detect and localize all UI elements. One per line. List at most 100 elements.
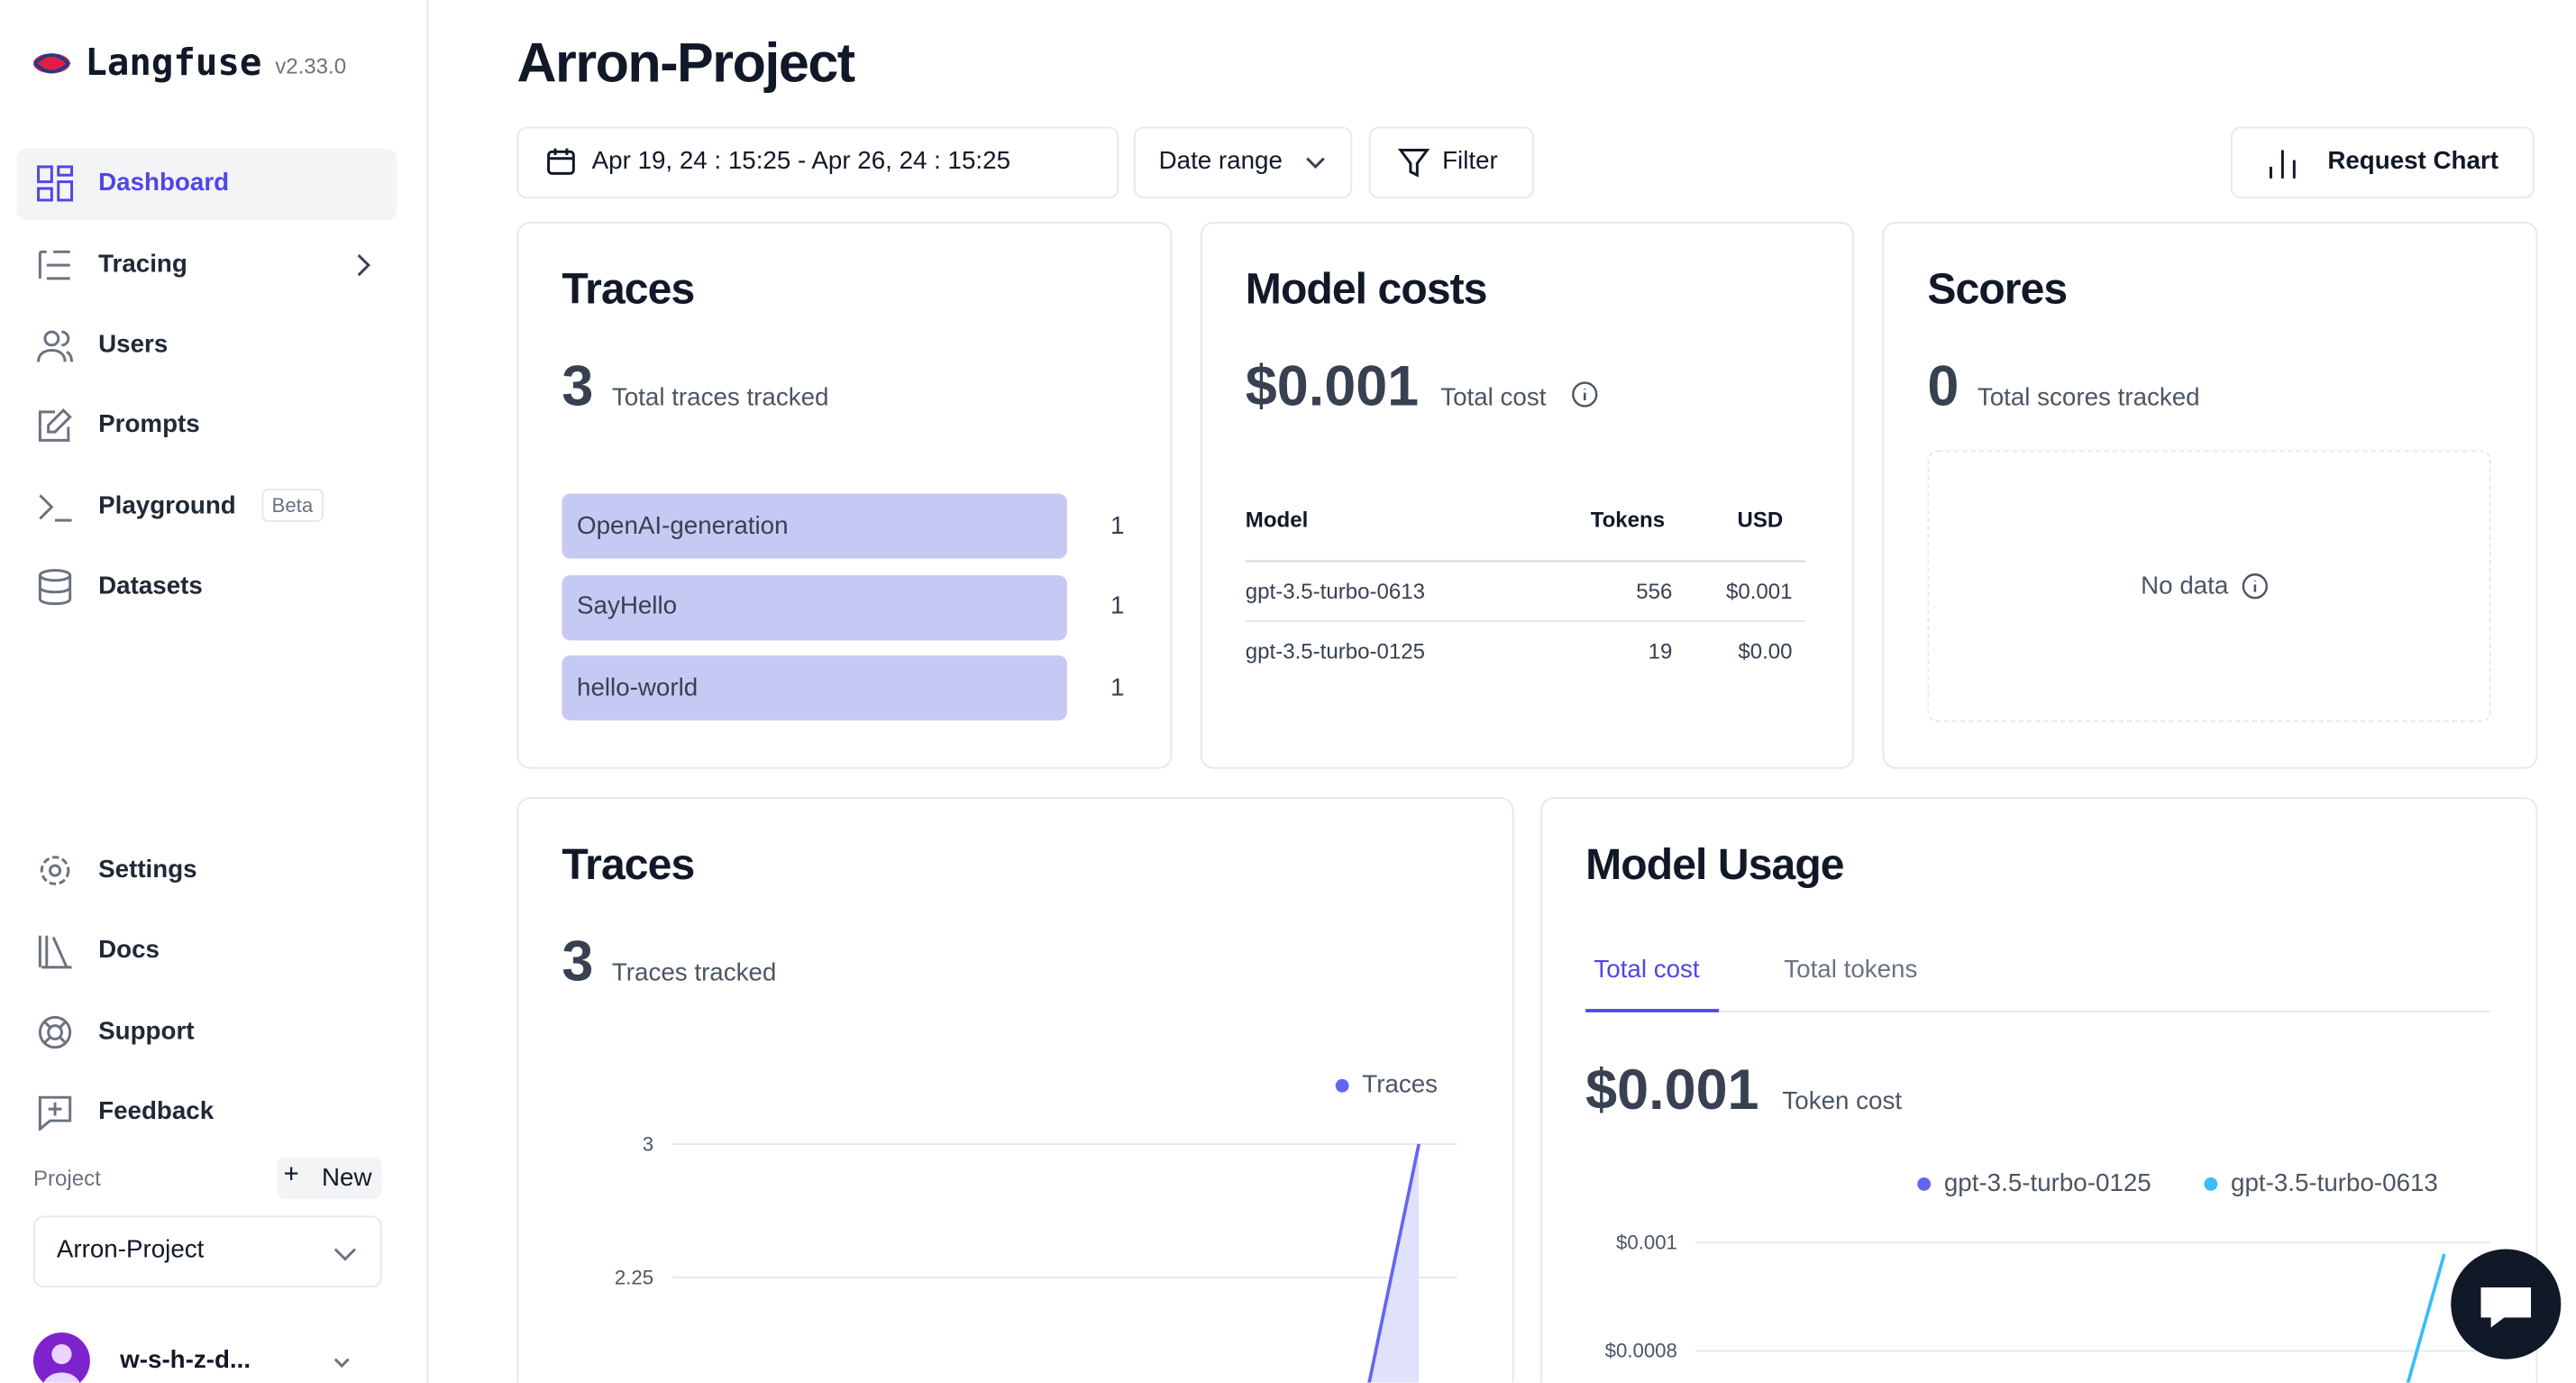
icon xyxy=(37,330,74,362)
bar-value: 1 xyxy=(1110,673,1125,702)
nav-item[interactable]: Feedback xyxy=(98,1097,215,1126)
bar-label: OpenAI-generation xyxy=(577,511,789,541)
nav-item[interactable]: Tracing xyxy=(98,250,187,279)
card-title: Model Usage xyxy=(1585,838,1844,889)
y-tick-label: 2.25 xyxy=(614,1265,654,1289)
icon xyxy=(38,935,72,969)
tab-divider xyxy=(1585,1010,2491,1012)
tab-indicator xyxy=(1585,1009,1720,1012)
nav-item[interactable]: Settings xyxy=(98,855,197,884)
divider xyxy=(1245,560,1806,563)
table-cell: 19 xyxy=(1648,638,1673,664)
icon xyxy=(1397,149,1430,178)
new-button-label[interactable]: New xyxy=(322,1164,372,1193)
metric-caption: Total traces tracked xyxy=(611,383,829,412)
icon xyxy=(38,569,72,606)
info-icon[interactable] xyxy=(2241,572,2269,600)
table-cell: 556 xyxy=(1636,578,1673,604)
user-name[interactable]: w-s-h-z-d... xyxy=(120,1345,251,1375)
request-chart-button[interactable] xyxy=(2231,126,2535,199)
y-tick-label: $0.0008 xyxy=(1604,1339,1677,1363)
card xyxy=(1200,222,1854,769)
card-title: Model costs xyxy=(1245,263,1488,314)
metric: 3 xyxy=(562,930,594,994)
table-header: Model xyxy=(1245,507,1309,533)
card-title: Scores xyxy=(1927,263,2068,314)
legend-dot xyxy=(2204,1177,2218,1191)
card xyxy=(1540,797,2538,1383)
card-title: Traces xyxy=(562,263,695,314)
y-tick-label: 3 xyxy=(642,1132,654,1156)
table-cell: $0.00 xyxy=(1738,638,1793,664)
bar-value: 1 xyxy=(1110,511,1125,541)
metric-caption: Total scores tracked xyxy=(1977,383,2200,412)
table-cell: gpt-3.5-turbo-0125 xyxy=(1245,638,1426,664)
card-title: Traces xyxy=(562,838,695,889)
plus: + xyxy=(283,1160,299,1189)
date-range-label[interactable]: Date range xyxy=(1158,146,1283,176)
metric: $0.001 xyxy=(1585,1058,1759,1122)
nav-item[interactable]: Support xyxy=(98,1017,195,1046)
bar-label: hello-world xyxy=(577,673,699,702)
date-picker[interactable] xyxy=(516,126,1119,199)
bar-label: SayHello xyxy=(577,591,678,621)
table-cell: $0.001 xyxy=(1725,578,1793,604)
date-range-value[interactable]: Apr 19, 24 : 15:25 - Apr 26, 24 : 15:25 xyxy=(591,146,1011,176)
icon xyxy=(38,250,70,280)
icon xyxy=(38,1015,72,1049)
chevron xyxy=(1306,157,1325,169)
divider xyxy=(1245,620,1806,622)
badge: Beta xyxy=(261,488,324,522)
nav-item[interactable]: Users xyxy=(98,330,169,359)
request-chart-label[interactable]: Request Chart xyxy=(2327,146,2498,176)
version: v2.33.0 xyxy=(275,53,347,78)
y-tick-label: $0.001 xyxy=(1616,1231,1677,1255)
filter-label[interactable]: Filter xyxy=(1442,146,1498,176)
icon xyxy=(2269,150,2296,179)
table-cell: gpt-3.5-turbo-0613 xyxy=(1245,578,1426,604)
date-range-select[interactable] xyxy=(1133,126,1353,199)
icon xyxy=(40,856,70,885)
metric-caption: Traces tracked xyxy=(611,958,777,988)
tab[interactable]: Total cost xyxy=(1594,955,1700,985)
sidebar xyxy=(0,0,429,1383)
info-icon[interactable] xyxy=(1571,380,1599,408)
trace-chart xyxy=(671,1143,1457,1383)
metric: 0 xyxy=(1927,355,1959,419)
legend-label: Traces xyxy=(1362,1070,1439,1100)
table-header: USD xyxy=(1737,507,1784,533)
empty-box xyxy=(1927,450,2491,722)
nav-item[interactable]: Dashboard xyxy=(98,168,230,197)
empty-text: No data xyxy=(2141,572,2229,600)
card xyxy=(1882,222,2538,769)
legend-label: gpt-3.5-turbo-0125 xyxy=(1943,1168,2151,1198)
metric-caption: Total cost xyxy=(1440,383,1547,412)
chevron xyxy=(357,253,370,277)
nav-item[interactable]: Docs xyxy=(98,935,160,965)
legend-dot xyxy=(1917,1177,1932,1191)
bar xyxy=(562,655,1067,721)
metric-caption: Token cost xyxy=(1782,1087,1903,1116)
nav-item[interactable]: Playground xyxy=(98,491,236,521)
project-select-value[interactable]: Arron-Project xyxy=(56,1235,205,1265)
nav-item[interactable]: Datasets xyxy=(98,572,203,600)
project-select[interactable] xyxy=(32,1215,382,1288)
project-label: Project xyxy=(32,1166,101,1191)
nav-active-bg xyxy=(16,148,397,221)
icon xyxy=(38,408,72,442)
nav-item[interactable]: Prompts xyxy=(98,410,200,439)
new-button[interactable] xyxy=(277,1157,382,1200)
avatar xyxy=(33,1332,90,1383)
usage-chart xyxy=(1695,1241,2491,1383)
icon xyxy=(547,148,575,175)
filter-button[interactable] xyxy=(1368,126,1534,199)
bar-value: 1 xyxy=(1110,591,1125,621)
chevron xyxy=(333,1358,350,1369)
icon xyxy=(39,494,72,522)
table-header: Tokens xyxy=(1590,507,1666,533)
tab[interactable]: Total tokens xyxy=(1784,955,1918,985)
chat-button[interactable] xyxy=(2449,1248,2562,1361)
chevron xyxy=(333,1248,357,1261)
